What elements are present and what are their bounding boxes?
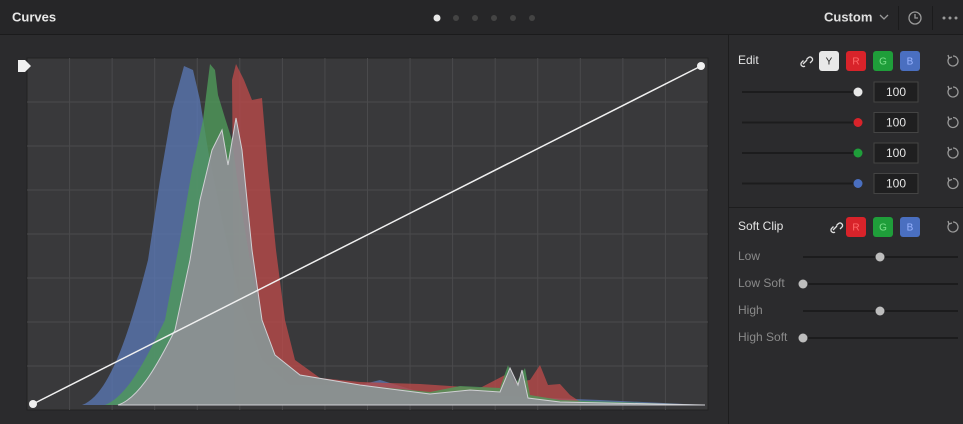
channel-button[interactable] (873, 51, 893, 71)
page-dot[interactable] (453, 15, 459, 21)
reset-icon[interactable] (947, 221, 959, 233)
reset-icon[interactable] (947, 86, 959, 98)
channel-button[interactable] (873, 217, 893, 237)
channel-button-label[interactable]: G (879, 223, 887, 234)
slider-knob[interactable] (875, 306, 885, 316)
slider-knob[interactable] (875, 252, 885, 262)
reset-icon[interactable] (947, 147, 959, 159)
channel-button-label[interactable]: R (852, 223, 859, 234)
reset-icon[interactable] (947, 55, 959, 67)
channel-button[interactable] (846, 217, 866, 237)
channel-button[interactable] (846, 51, 866, 71)
soft-clip-label: Soft Clip (738, 219, 784, 233)
curve-point[interactable] (29, 400, 37, 408)
value-box[interactable] (873, 173, 919, 194)
reset-icon[interactable] (947, 116, 959, 129)
panel-title: Curves (12, 9, 56, 24)
histogram (82, 64, 706, 406)
curve-handle[interactable] (18, 60, 31, 72)
channel-button-label[interactable]: R (852, 57, 859, 68)
slider-knob[interactable] (798, 279, 808, 289)
history-hand (914, 14, 918, 19)
value-box[interactable] (873, 112, 919, 133)
value-text[interactable]: 100 (886, 116, 906, 130)
channel-button[interactable] (900, 51, 920, 71)
slider-knob[interactable] (853, 118, 863, 127)
channel-button-label[interactable]: B (907, 57, 914, 68)
dropdown-arrow[interactable] (879, 14, 889, 20)
curve-line[interactable] (32, 65, 702, 405)
slider-label: High (738, 303, 763, 317)
reset-arrow[interactable] (947, 177, 953, 182)
link-icon[interactable] (800, 56, 814, 68)
page-dot[interactable] (529, 15, 535, 21)
slider-label: Low (738, 249, 760, 263)
history-icon[interactable] (908, 11, 922, 25)
slider-knob[interactable] (853, 148, 863, 158)
value-text[interactable]: 100 (886, 177, 906, 191)
slider-label: Low Soft (738, 276, 785, 290)
header-bar (0, 0, 963, 34)
page-dot[interactable] (491, 15, 497, 21)
page-dots[interactable] (433, 14, 536, 22)
link-icon[interactable] (830, 222, 844, 234)
reset-arrow[interactable] (947, 54, 953, 59)
curve-point[interactable] (697, 62, 705, 70)
histogram-luma (117, 117, 706, 406)
reset-arrow[interactable] (947, 85, 953, 90)
channel-button-label[interactable]: Y (826, 57, 833, 68)
slider-label: High Soft (738, 330, 788, 344)
value-box[interactable] (873, 142, 919, 164)
page-dot[interactable] (510, 15, 516, 21)
slider-knob[interactable] (853, 179, 863, 188)
reset-icon[interactable] (947, 177, 959, 190)
value-text[interactable]: 100 (886, 146, 906, 160)
channel-button-label[interactable]: G (879, 57, 887, 68)
page-dot[interactable] (472, 15, 478, 21)
preset-dropdown[interactable]: Custom (824, 9, 872, 24)
page-dot[interactable] (433, 14, 441, 22)
channel-button[interactable] (900, 217, 920, 237)
more-menu[interactable] (942, 16, 958, 20)
value-text[interactable]: 100 (886, 85, 906, 99)
slider-knob[interactable] (798, 333, 808, 343)
value-box[interactable] (873, 81, 919, 103)
channel-button[interactable] (819, 51, 839, 71)
edit-label: Edit (738, 53, 759, 67)
channel-button-label[interactable]: B (907, 223, 914, 234)
reset-arrow[interactable] (947, 146, 953, 151)
reset-arrow[interactable] (947, 116, 953, 121)
reset-arrow[interactable] (947, 220, 953, 225)
slider-knob[interactable] (853, 87, 863, 97)
